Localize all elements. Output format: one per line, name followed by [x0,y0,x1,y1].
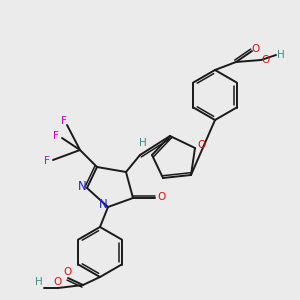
Text: F: F [61,116,67,126]
Text: O: O [157,192,165,202]
Text: O: O [261,55,269,65]
Text: H: H [277,50,285,60]
Text: H: H [35,277,43,287]
Text: N: N [99,199,107,212]
Text: F: F [53,131,59,141]
Text: F: F [44,156,50,166]
Text: O: O [197,140,205,150]
Text: N: N [78,179,86,193]
Text: O: O [63,267,71,277]
Text: O: O [53,277,61,287]
Text: O: O [252,44,260,54]
Text: H: H [139,138,147,148]
